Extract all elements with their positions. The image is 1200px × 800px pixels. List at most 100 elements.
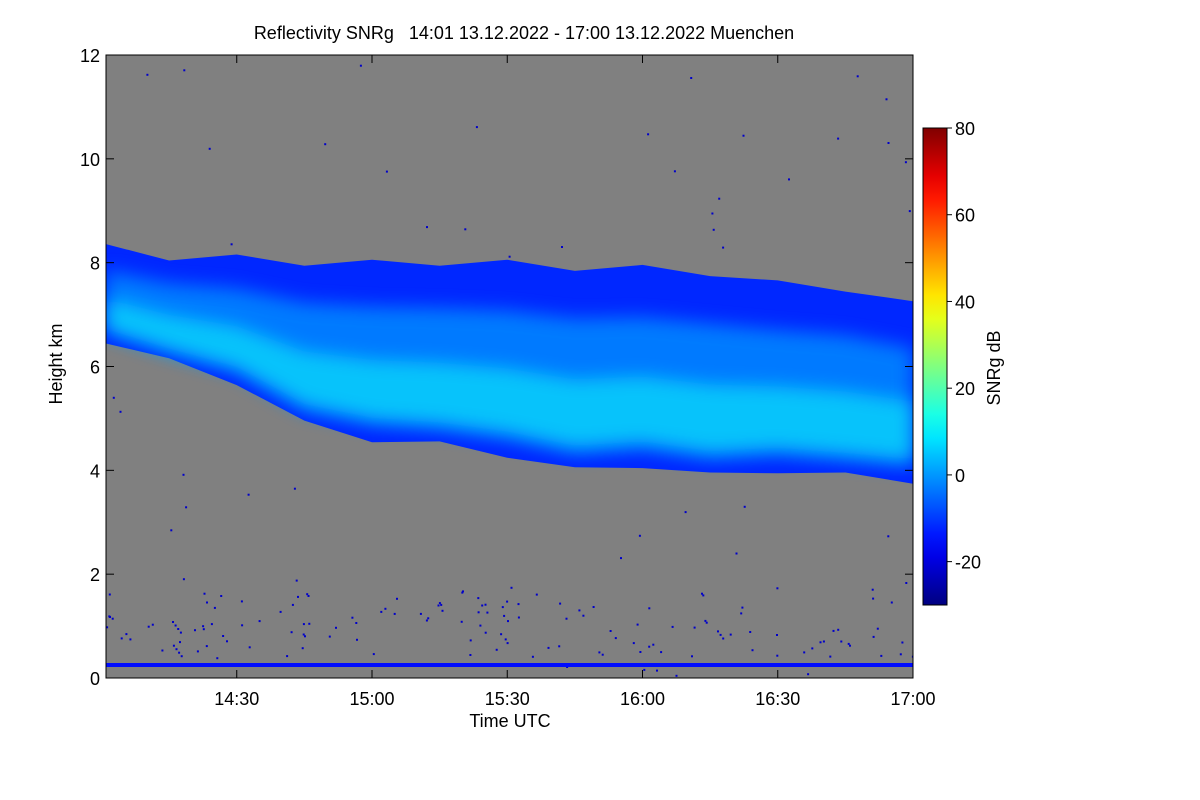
noise-speckle: [203, 592, 206, 595]
noise-speckle: [639, 651, 642, 653]
noise-speckle: [178, 651, 181, 654]
noise-speckle: [384, 607, 387, 610]
noise-speckle: [904, 161, 907, 164]
noise-speckle: [722, 637, 725, 640]
colorbar-tick-label: -20: [955, 553, 981, 573]
noise-speckle: [693, 626, 696, 629]
noise-speckle: [247, 493, 250, 496]
noise-speckle: [620, 557, 622, 560]
noise-speckle: [751, 649, 754, 652]
noise-speckle: [578, 609, 581, 612]
noise-speckle: [479, 624, 482, 627]
noise-speckle: [807, 673, 810, 676]
noise-speckle: [108, 615, 111, 618]
noise-speckle: [182, 473, 185, 476]
noise-speckle: [690, 77, 693, 79]
noise-speckle: [461, 591, 464, 594]
noise-speckle: [172, 621, 174, 623]
colorbar: [922, 127, 948, 606]
noise-speckle: [324, 143, 327, 146]
noise-speckle: [648, 645, 651, 648]
noise-speckle: [258, 620, 261, 623]
noise-speckle: [890, 601, 893, 604]
noise-speckle: [182, 578, 185, 581]
noise-speckle: [161, 649, 164, 652]
noise-speckle: [111, 617, 114, 620]
noise-speckle: [302, 623, 305, 626]
noise-speckle: [899, 653, 902, 656]
noise-speckle: [427, 617, 430, 620]
x-tick-label: 15:00: [349, 689, 394, 709]
noise-speckle: [230, 243, 233, 246]
noise-speckle: [705, 621, 708, 624]
noise-speckle: [684, 511, 687, 514]
noise-speckle: [837, 628, 840, 631]
noise-speckle: [295, 579, 298, 582]
chart-title: Reflectivity SNRg 14:01 13.12.2022 - 17:…: [254, 23, 794, 43]
noise-speckle: [547, 646, 550, 649]
noise-speckle: [749, 631, 752, 633]
noise-speckle: [393, 612, 396, 615]
noise-speckle: [675, 674, 678, 677]
noise-speckle: [302, 633, 305, 636]
noise-speckle: [837, 137, 840, 140]
x-tick-label: 17:00: [890, 689, 935, 709]
colorbar-tick-label: 20: [955, 379, 975, 399]
noise-speckle: [205, 645, 208, 648]
noise-speckle: [704, 619, 707, 622]
noise-speckle: [437, 604, 440, 607]
noise-speckle: [559, 602, 562, 605]
noise-speckle: [911, 655, 913, 658]
x-tick-label: 16:30: [755, 689, 800, 709]
noise-speckle: [279, 610, 282, 613]
noise-speckle: [385, 170, 388, 173]
noise-speckle: [722, 246, 725, 249]
noise-speckle: [592, 606, 595, 608]
noise-speckle: [638, 534, 641, 537]
noise-speckle: [776, 634, 778, 636]
noise-speckle: [484, 603, 487, 606]
noise-speckle: [872, 597, 875, 600]
noise-speckle: [510, 586, 513, 589]
noise-speckle: [719, 633, 722, 636]
noise-speckle: [202, 625, 205, 628]
noise-speckle: [464, 228, 467, 231]
noise-speckle: [503, 614, 506, 617]
y-axis-ticks: 0 2 4 6 8 10 12: [80, 46, 913, 689]
x-tick-label: 16:00: [620, 689, 665, 709]
noise-speckle: [614, 637, 617, 640]
colorbar-tick-label: 0: [955, 466, 965, 486]
cloud-echo-peak: [106, 298, 913, 460]
noise-speckle: [146, 73, 149, 76]
noise-speckle: [359, 64, 362, 67]
noise-speckle: [194, 629, 196, 632]
noise-speckle: [151, 623, 154, 626]
noise-speckle: [905, 582, 908, 584]
noise-speckle: [849, 644, 851, 647]
noise-speckle: [147, 625, 150, 628]
noise-speckle: [908, 210, 911, 213]
noise-speckle: [185, 506, 188, 509]
noise-speckle: [632, 642, 635, 645]
noise-speckle: [887, 535, 890, 538]
noise-speckle: [735, 552, 738, 555]
noise-speckle: [240, 600, 243, 603]
noise-speckle: [656, 669, 658, 672]
x-axis-ticks: 14:30 15:00 15:30 16:00 16:30 17:00: [214, 55, 936, 709]
noise-speckle: [901, 641, 904, 644]
noise-speckle: [495, 648, 498, 651]
surface-echo-band: [106, 663, 913, 667]
noise-speckle: [297, 595, 299, 598]
noise-speckle: [660, 651, 663, 654]
noise-speckle: [222, 635, 225, 637]
noise-speckle: [702, 594, 705, 597]
noise-speckle: [701, 592, 703, 595]
noise-speckle: [425, 619, 428, 622]
noise-speckle: [507, 620, 509, 623]
noise-speckle: [856, 75, 859, 78]
noise-speckle: [112, 396, 115, 399]
noise-speckle: [871, 588, 874, 591]
noise-speckle: [740, 612, 743, 615]
noise-speckle: [179, 641, 181, 644]
noise-speckle: [517, 603, 520, 606]
